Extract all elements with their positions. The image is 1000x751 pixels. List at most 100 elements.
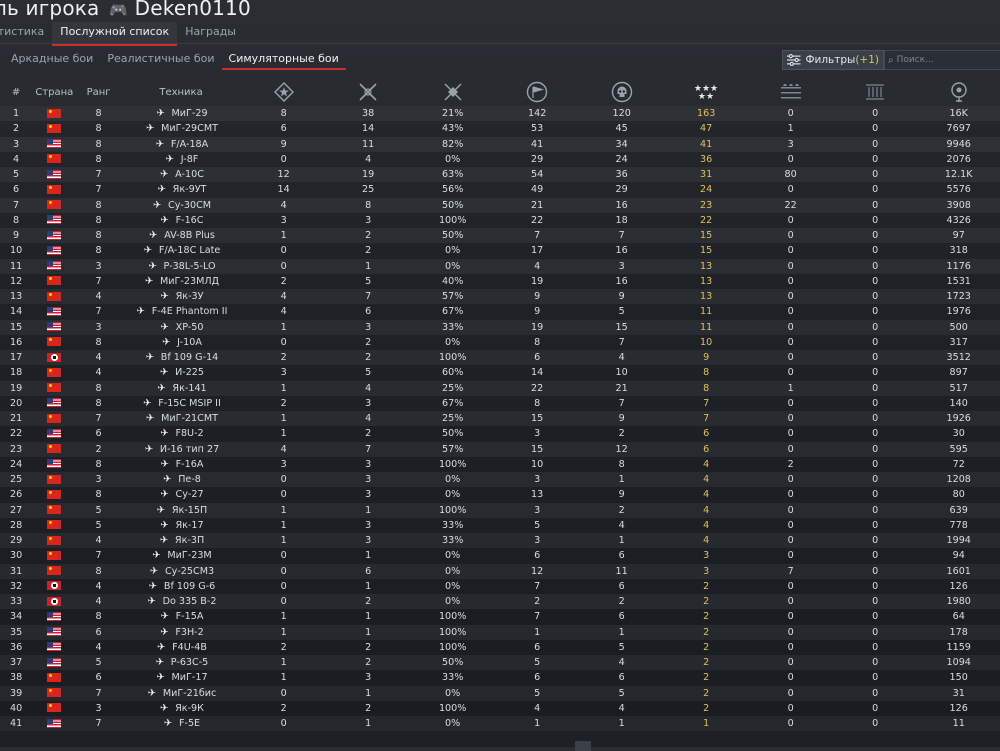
table-row[interactable]: 5 7 ✈ A-10C 12 19 63% 54 36 31 80 0 12.1K: [0, 167, 1000, 182]
vehicle-cell[interactable]: ✈ J-10A: [121, 335, 242, 350]
col-deaths[interactable]: [579, 78, 664, 106]
vehicle-cell[interactable]: ✈ МиГ-17: [121, 670, 242, 685]
col-air-kills[interactable]: [326, 78, 411, 106]
table-row[interactable]: 7 8 ✈ Су-30СМ 4 8 50% 21 16 23 22 0 3908: [0, 198, 1000, 213]
table-row[interactable]: 39 7 ✈ МиГ-21бис 0 1 0% 5 5 2 0 0 31: [0, 686, 1000, 701]
vehicle-cell[interactable]: ✈ МиГ-29: [121, 106, 242, 121]
table-row[interactable]: 18 4 ✈ И-225 3 5 60% 14 10 8 0 0 897: [0, 365, 1000, 381]
table-row[interactable]: 26 8 ✈ Су-27 0 3 0% 13 9 4 0 0 80: [0, 487, 1000, 503]
search-input[interactable]: [896, 55, 987, 65]
tab-arcade[interactable]: Аркадные бои: [11, 52, 94, 65]
vehicle-cell[interactable]: ✈ AV-8B Plus: [121, 228, 242, 243]
table-row[interactable]: 27 5 ✈ Як-15П 1 1 100% 3 2 4 0 0 639: [0, 503, 1000, 518]
vehicle-cell[interactable]: ✈ МиГ-21СМТ: [121, 411, 242, 426]
vehicle-cell[interactable]: ✈ Як-141: [121, 381, 242, 396]
vehicle-cell[interactable]: ✈ P-38L-5-LO: [121, 259, 242, 274]
table-row[interactable]: 34 8 ✈ F-15A 1 1 100% 7 6 2 0 0 64: [0, 609, 1000, 625]
col-units[interactable]: [833, 78, 918, 106]
vehicle-cell[interactable]: ✈ F-15C MSIP II: [121, 396, 242, 411]
vehicle-cell[interactable]: ✈ Як-9К: [121, 701, 242, 716]
vehicle-cell[interactable]: ✈ J-8F: [121, 152, 242, 167]
table-row[interactable]: 15 3 ✈ XP-50 1 3 33% 19 15 11 0 0 500: [0, 320, 1000, 335]
table-row[interactable]: 22 6 ✈ F8U-2 1 2 50% 3 2 6 0 0 30: [0, 426, 1000, 442]
table-row[interactable]: 3 8 ✈ F/A-18A 9 11 82% 41 34 41 3 0 9946: [0, 137, 1000, 152]
table-row[interactable]: 13 4 ✈ Як-3У 4 7 57% 9 9 13 0 0 1723: [0, 289, 1000, 304]
table-row[interactable]: 10 8 ✈ F/A-18C Late 0 2 0% 17 16 15 0 0 318: [0, 243, 1000, 259]
table-row[interactable]: 28 5 ✈ Як-17 1 3 33% 5 4 4 0 0 778: [0, 517, 1000, 533]
vehicle-cell[interactable]: ✈ Bf 109 G-6: [121, 579, 242, 594]
tab-realistic[interactable]: Реалистичные бои: [107, 52, 215, 65]
col-vehicle[interactable]: Техника: [159, 86, 203, 98]
vehicle-cell[interactable]: ✈ F/A-18C Late: [121, 243, 242, 258]
vehicle-cell[interactable]: ✈ XP-50: [121, 320, 242, 335]
table-row[interactable]: 17 4 ✈ Bf 109 G-14 2 2 100% 6 4 9 0 0 3512: [0, 350, 1000, 365]
table-row[interactable]: 24 8 ✈ F-16A 3 3 100% 10 8 4 2 0 72: [0, 456, 1000, 472]
table-row[interactable]: 9 8 ✈ AV-8B Plus 1 2 50% 7 7 15 0 0 97: [0, 228, 1000, 243]
table-row[interactable]: 19 8 ✈ Як-141 1 4 25% 22 21 8 1 0 517: [0, 381, 1000, 396]
table-row[interactable]: 8 8 ✈ F-16C 3 3 100% 22 18 22 0 0 4326: [0, 212, 1000, 228]
tab-simulator[interactable]: Симуляторные бои: [221, 50, 346, 70]
table-row[interactable]: 6 7 ✈ Як-9УТ 14 25 56% 49 29 24 0 0 5576: [0, 182, 1000, 198]
vehicle-cell[interactable]: ✈ A-10C: [121, 167, 242, 182]
tab-service-record[interactable]: Послужной список: [52, 22, 178, 46]
filters-button[interactable]: Фильтры (+1): [782, 50, 884, 70]
table-row[interactable]: 33 4 ✈ Do 335 B-2 0 2 0% 2 2 2 0 0 1980: [0, 594, 1000, 609]
vehicle-cell[interactable]: ✈ И-225: [121, 365, 242, 380]
vehicle-cell[interactable]: ✈ Су-27: [121, 487, 242, 502]
vehicle-cell[interactable]: ✈ Су-25СМ3: [121, 564, 242, 579]
col-stars[interactable]: ★★★ ★★: [664, 78, 749, 106]
vehicle-cell[interactable]: ✈ МиГ-23М: [121, 548, 242, 563]
vehicle-cell[interactable]: ✈ Як-9УТ: [121, 182, 242, 197]
vehicle-cell[interactable]: ✈ Як-3П: [121, 533, 242, 548]
col-win-rate[interactable]: [410, 78, 495, 106]
vehicle-cell[interactable]: ✈ МиГ-29СМТ: [121, 121, 242, 136]
vehicle-cell[interactable]: ✈ P-63C-5: [121, 655, 242, 670]
col-rank[interactable]: Ранг: [86, 86, 111, 98]
tab-statistics[interactable]: атистика: [0, 25, 45, 38]
vehicle-cell[interactable]: ✈ F-16C: [121, 213, 242, 228]
vehicle-cell[interactable]: ✈ Як-17: [121, 518, 242, 533]
table-row[interactable]: 40 3 ✈ Як-9К 2 2 100% 4 4 2 0 0 126: [0, 700, 1000, 716]
vehicle-cell[interactable]: ✈ Су-30СМ: [121, 198, 242, 213]
vehicle-cell[interactable]: ✈ МиГ-21бис: [121, 686, 242, 701]
table-row[interactable]: 37 5 ✈ P-63C-5 1 2 50% 5 4 2 0 0 1094: [0, 655, 1000, 670]
table-row[interactable]: 31 8 ✈ Су-25СМ3 0 6 0% 12 11 3 7 0 1601: [0, 564, 1000, 579]
table-row[interactable]: 11 3 ✈ P-38L-5-LO 0 1 0% 4 3 13 0 0 1176: [0, 259, 1000, 274]
vehicle-cell[interactable]: ✈ Пе-8: [121, 472, 242, 487]
table-row[interactable]: 12 7 ✈ МиГ-23МЛД 2 5 40% 19 16 13 0 0 1531: [0, 273, 1000, 289]
vehicle-cell[interactable]: ✈ Bf 109 G-14: [121, 350, 242, 365]
vehicle-cell[interactable]: ✈ F-15A: [121, 609, 242, 624]
table-row[interactable]: 14 7 ✈ F-4E Phantom II 4 6 67% 9 5 11 0 0 1976: [0, 304, 1000, 320]
table-row[interactable]: 30 7 ✈ МиГ-23М 0 1 0% 6 6 3 0 0 94: [0, 548, 1000, 564]
table-row[interactable]: 29 4 ✈ Як-3П 1 3 33% 3 1 4 0 0 1994: [0, 533, 1000, 548]
tab-awards[interactable]: Награды: [185, 25, 236, 38]
col-respawn[interactable]: [917, 78, 1000, 106]
col-ships[interactable]: [748, 78, 833, 106]
table-row[interactable]: 16 8 ✈ J-10A 0 2 0% 8 7 10 0 0 317: [0, 334, 1000, 350]
vehicle-cell[interactable]: ✈ F3H-2: [121, 625, 242, 640]
vehicle-cell[interactable]: ✈ Do 335 B-2: [121, 594, 242, 609]
table-row[interactable]: 32 4 ✈ Bf 109 G-6 0 1 0% 7 6 2 0 0 126: [0, 578, 1000, 594]
table-row[interactable]: 35 6 ✈ F3H-2 1 1 100% 1 1 2 0 0 178: [0, 625, 1000, 640]
vehicle-cell[interactable]: ✈ F-4E Phantom II: [121, 304, 242, 319]
vehicle-cell[interactable]: ✈ F-5E: [121, 716, 242, 731]
table-row[interactable]: 21 7 ✈ МиГ-21СМТ 1 4 25% 15 9 7 0 0 1926: [0, 411, 1000, 426]
table-row[interactable]: 4 8 ✈ J-8F 0 4 0% 29 24 36 0 0 2076: [0, 151, 1000, 167]
col-missions[interactable]: [495, 78, 580, 106]
table-row[interactable]: 20 8 ✈ F-15C MSIP II 2 3 67% 8 7 7 0 0 140: [0, 395, 1000, 411]
vehicle-cell[interactable]: ✈ Як-15П: [121, 503, 242, 518]
vehicle-cell[interactable]: ✈ F8U-2: [121, 426, 242, 441]
col-ground-kills[interactable]: [241, 78, 326, 106]
table-row[interactable]: 41 7 ✈ F-5E 0 1 0% 1 1 1 0 0 11: [0, 716, 1000, 731]
vehicle-cell[interactable]: ✈ МиГ-23МЛД: [121, 274, 242, 289]
table-row[interactable]: 36 4 ✈ F4U-4B 2 2 100% 6 5 2 0 0 1159: [0, 639, 1000, 655]
col-num[interactable]: #: [11, 86, 21, 98]
vehicle-cell[interactable]: ✈ Як-3У: [121, 289, 242, 304]
vehicle-cell[interactable]: ✈ И-16 тип 27: [121, 442, 242, 457]
table-row[interactable]: 38 6 ✈ МиГ-17 1 3 33% 6 6 2 0 0 150: [0, 670, 1000, 686]
vehicle-cell[interactable]: ✈ F-16A: [121, 457, 242, 472]
table-row[interactable]: 23 2 ✈ И-16 тип 27 4 7 57% 15 12 6 0 0 595: [0, 442, 1000, 457]
vehicle-cell[interactable]: ✈ F4U-4B: [121, 640, 242, 655]
table-row[interactable]: 2 8 ✈ МиГ-29СМТ 6 14 43% 53 45 47 1 0 7697: [0, 121, 1000, 137]
col-country[interactable]: Страна: [35, 86, 74, 98]
